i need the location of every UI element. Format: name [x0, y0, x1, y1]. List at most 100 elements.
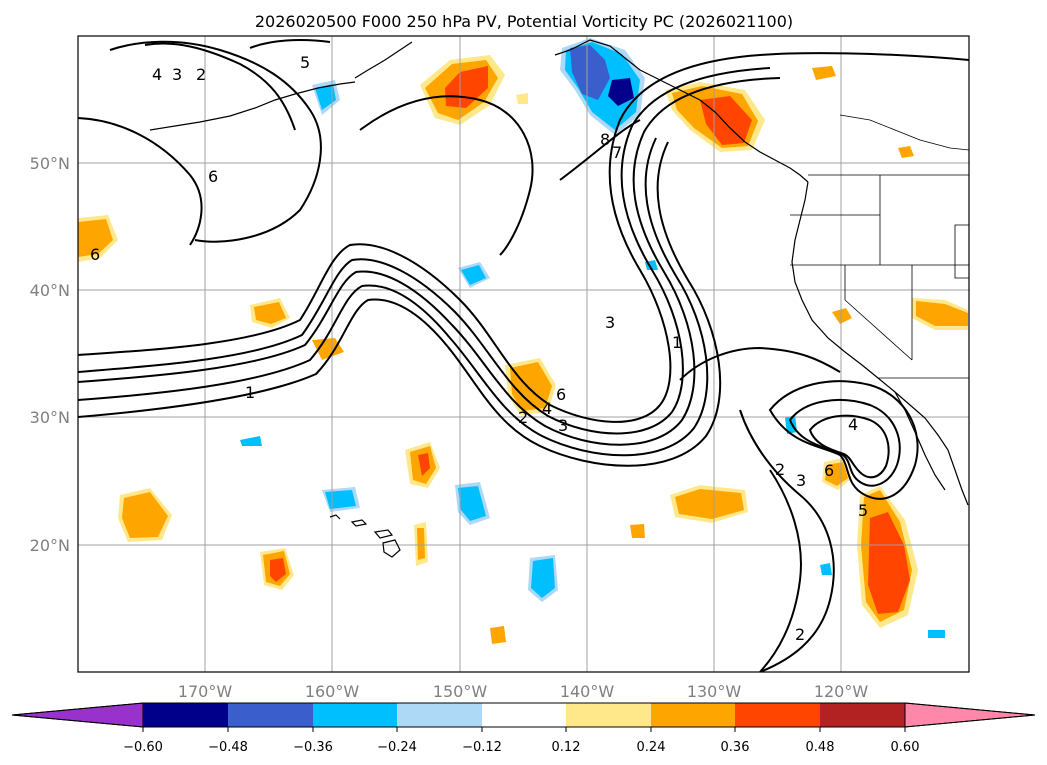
pv-positive-area: [312, 338, 344, 360]
us-west-coast: [791, 181, 969, 506]
contour-label: 6: [824, 461, 834, 480]
lat-label-30n: 30°N: [30, 408, 70, 427]
pv-positive-area: [417, 528, 425, 560]
colorbar-tick-label: −0.48: [208, 740, 248, 755]
hawaii-maui: [373, 529, 394, 539]
coastlines: [149, 39, 969, 558]
colorbar-extend-max: [904, 702, 1036, 728]
pv-negative-area: [315, 84, 336, 110]
pv-positive-area: [675, 489, 744, 519]
colorbar-tick-label: −0.36: [293, 740, 333, 755]
pv-negative-area: [240, 436, 262, 446]
pv-positive-area: [630, 524, 645, 538]
canada-province-border: [839, 114, 969, 151]
map-frame: [77, 35, 970, 673]
colorbar-tick-label: −0.24: [377, 740, 417, 755]
colorbar-segment: [820, 703, 905, 727]
contour-label: 3: [558, 416, 568, 435]
lat-label-50n: 50°N: [30, 154, 70, 173]
hawaii-big-island: [382, 539, 401, 558]
pv-positive-core: [418, 453, 430, 476]
pv-contour-5: [78, 141, 722, 467]
contour-label: 5: [300, 53, 310, 72]
pv-contour-7: [144, 42, 296, 131]
contour-label: 6: [90, 245, 100, 264]
pv-positive-area: [916, 301, 968, 326]
colorbar-tick-label: 0.36: [721, 740, 750, 755]
colorbar-segment: [228, 703, 313, 727]
contour-label: 4: [542, 399, 552, 418]
pv-positive-core: [868, 512, 910, 614]
gridlines: [78, 36, 969, 672]
lon-label-140w: 140°W: [560, 682, 615, 701]
pv-contour-13: [768, 380, 919, 500]
contour-label: 8: [600, 130, 610, 149]
pv-positive-area: [832, 308, 852, 324]
colorbar-extend-min: [11, 702, 144, 728]
pv-negative-core: [608, 78, 634, 106]
pv-contour-3: [78, 77, 781, 446]
contour-label: 2: [795, 625, 805, 644]
contour-label: 2: [775, 460, 785, 479]
pv-contour-15: [808, 414, 890, 479]
colorbar-tick-label: −0.12: [462, 740, 502, 755]
colorbar-segment: [566, 703, 651, 727]
lon-label-160w: 160°W: [305, 682, 360, 701]
state-border: [844, 265, 913, 361]
pv-positive-area: [122, 492, 168, 538]
colorbar-tick-label: −0.60: [123, 740, 163, 755]
pv-contours: [78, 39, 969, 672]
pv-positive-area: [812, 66, 836, 80]
pv-contour-16: [739, 409, 835, 672]
figure-title: 2026020500 F000 250 hPa PV, Potential Vo…: [255, 12, 793, 31]
pv-negative-area: [928, 630, 945, 638]
pv-positive-core: [270, 558, 286, 582]
pv-contour-9: [359, 95, 534, 256]
lon-label-170w: 170°W: [178, 682, 233, 701]
pv-contour-6: [109, 40, 322, 243]
contour-label: 6: [556, 385, 566, 404]
pv-positive-area: [825, 462, 848, 486]
political-borders: [790, 114, 969, 379]
pv-contour-8: [78, 117, 203, 246]
pv-shading: [78, 38, 968, 644]
pv-contour-1: [78, 52, 969, 423]
colorbar-segment: [735, 703, 820, 727]
colorbar-segment: [651, 703, 735, 727]
contour-label: 4: [152, 65, 162, 84]
alaska-coast: [354, 41, 413, 79]
pv-contour-10: [559, 119, 641, 181]
contour-label: 7: [612, 143, 622, 162]
contour-label: 2: [518, 408, 528, 427]
contour-label: 3: [172, 65, 182, 84]
pv-positive-area: [898, 146, 914, 158]
contour-label: 4: [848, 415, 858, 434]
contour-label: 1: [245, 383, 255, 402]
state-border: [954, 224, 969, 279]
pv-positive-core: [445, 66, 488, 108]
contour-label: 3: [605, 313, 615, 332]
colorbar-segment: [143, 703, 228, 727]
colorbar-segment: [397, 703, 482, 727]
pv-negative-area: [820, 563, 832, 575]
pv-contour-4: [78, 137, 709, 457]
pv-negative-area: [461, 265, 486, 285]
lat-label-40n: 40°N: [30, 281, 70, 300]
map-panel: 4 3 2 5 6 6 8 7 3 1 1 2 3 4 6 4 2 3 6 5: [30, 35, 970, 701]
pv-positive-area: [516, 93, 528, 104]
lon-label-150w: 150°W: [433, 682, 488, 701]
lon-label-120w: 120°W: [814, 682, 869, 701]
pv-positive-area: [254, 302, 286, 324]
pv-positive-core: [700, 96, 752, 145]
hawaii-oahu: [350, 519, 368, 527]
pv-positive-area: [490, 626, 506, 644]
pv-contour-2: [78, 67, 771, 435]
pv-contour-12: [679, 346, 841, 381]
pv-negative-area: [458, 486, 486, 521]
contour-label: 3: [796, 471, 806, 490]
colorbar: −0.60 −0.48 −0.36 −0.24 −0.12 0.12 0.24 …: [11, 702, 1036, 755]
contour-label: 2: [196, 65, 206, 84]
colorbar-tick-label: 0.24: [637, 740, 666, 755]
colorbar-tick-label: 0.60: [891, 740, 920, 755]
